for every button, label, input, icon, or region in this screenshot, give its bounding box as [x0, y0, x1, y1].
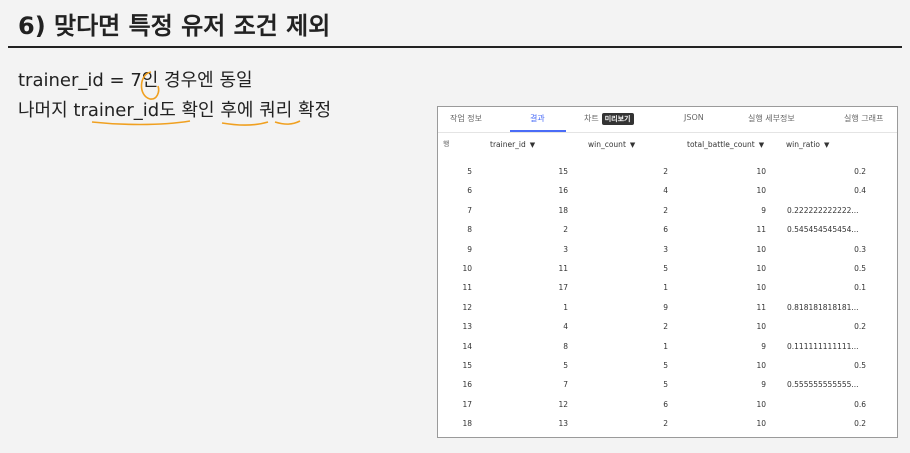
cell-total-battle-count: 10	[756, 244, 766, 254]
cell-win-ratio: 0.2	[854, 167, 866, 176]
tab-json[interactable]: JSON	[684, 113, 704, 122]
cell-total-battle-count: 11	[756, 302, 766, 312]
cell-total-battle-count: 9	[761, 380, 766, 390]
cell-trainer-id: 17	[558, 283, 568, 293]
cell-total-battle-count: 11	[756, 225, 766, 235]
cell-win-ratio: 0.545454545454...	[787, 225, 859, 235]
cell-row-number: 6	[467, 186, 472, 196]
column-label: win_ratio	[786, 140, 821, 149]
cell-win-ratio: 0.5	[854, 361, 866, 370]
cell-win-count: 3	[663, 244, 668, 254]
cell-win-ratio: 0.555555555555...	[787, 380, 859, 390]
tab-execution-graph[interactable]: 실행 그래프	[844, 114, 884, 123]
slide-title: 6) 맞다면 특정 유저 조건 제외	[18, 12, 331, 40]
column-header-total-battle-count[interactable]: total_battle_count ▼	[687, 140, 764, 149]
preview-badge: 미리보기	[601, 113, 634, 125]
cell-win-ratio: 0.5	[854, 264, 866, 273]
note-line-1: trainer_id = 7인 경우엔 동일	[18, 70, 253, 91]
cell-win-ratio: 0.2	[854, 322, 866, 332]
cell-win-ratio: 0.222222222222...	[787, 205, 859, 215]
cell-trainer-id: 4	[563, 322, 568, 332]
cell-total-battle-count: 10	[756, 322, 766, 332]
tab-results[interactable]: 결과	[530, 114, 545, 123]
column-label: total_battle_count	[687, 140, 755, 149]
cell-win-count: 9	[663, 302, 668, 312]
cell-win-ratio: 0.6	[854, 399, 866, 409]
cell-total-battle-count: 10	[756, 399, 766, 409]
tab-execution-details[interactable]: 실행 세부정보	[748, 114, 795, 123]
cell-win-ratio: 0.3	[854, 244, 866, 254]
cell-trainer-id: 2	[563, 225, 568, 235]
cell-win-count: 2	[663, 167, 668, 176]
cell-win-count: 2	[663, 205, 668, 215]
cell-trainer-id: 15	[558, 167, 568, 176]
column-header-win-count[interactable]: win_count ▼	[588, 140, 635, 149]
cell-trainer-id: 18	[558, 205, 568, 215]
cell-win-ratio: 0.1	[854, 283, 866, 293]
sort-caret-down-icon[interactable]: ▼	[824, 141, 830, 149]
cell-row-number: 13	[462, 322, 472, 332]
row-number-header: 행	[443, 140, 450, 148]
query-results-panel: 작업 정보 결과 차트 미리보기 JSON 실행 세부정보 실행 그래프 행 tr…	[437, 106, 898, 438]
cell-trainer-id: 3	[563, 244, 568, 254]
results-tab-bar: 작업 정보 결과 차트 미리보기 JSON 실행 세부정보 실행 그래프	[438, 107, 897, 133]
cell-trainer-id: 8	[563, 341, 568, 351]
cell-win-ratio: 0.818181818181...	[787, 302, 859, 312]
cell-row-number: 18	[462, 419, 472, 429]
cell-trainer-id: 12	[558, 399, 568, 409]
cell-win-count: 2	[663, 419, 668, 429]
cell-row-number: 5	[467, 167, 472, 176]
cell-total-battle-count: 10	[756, 283, 766, 293]
cell-win-ratio: 0.2	[854, 419, 866, 429]
tab-chart[interactable]: 차트 미리보기	[584, 113, 634, 125]
cell-win-ratio: 0.4	[854, 186, 866, 196]
active-tab-indicator	[510, 130, 566, 132]
tab-chart-label: 차트	[584, 114, 599, 123]
cell-win-count: 5	[663, 380, 668, 390]
cell-total-battle-count: 10	[756, 167, 766, 176]
cell-row-number: 11	[462, 283, 472, 293]
cell-win-ratio: 0.111111111111...	[787, 341, 859, 351]
note-line-2: 나머지 trainer_id도 확인 후에 쿼리 확정	[18, 100, 332, 121]
cell-row-number: 12	[462, 302, 472, 312]
sort-caret-down-icon[interactable]: ▼	[758, 141, 765, 149]
cell-win-count: 1	[663, 283, 668, 293]
cell-trainer-id: 7	[563, 380, 568, 390]
cell-trainer-id: 1	[563, 302, 568, 312]
cell-win-count: 2	[663, 322, 668, 332]
cell-trainer-id: 16	[558, 186, 568, 196]
column-header-win-ratio[interactable]: win_ratio ▼	[786, 140, 829, 149]
cell-trainer-id: 5	[563, 361, 568, 370]
tab-job-info[interactable]: 작업 정보	[450, 114, 482, 123]
underline-annotation-2	[221, 121, 269, 126]
cell-row-number: 17	[462, 399, 472, 409]
column-label: win_count	[588, 140, 626, 149]
cell-total-battle-count: 9	[761, 205, 766, 215]
cell-row-number: 10	[462, 264, 472, 273]
cell-row-number: 14	[462, 341, 472, 351]
cell-trainer-id: 11	[558, 264, 568, 273]
cell-win-count: 6	[663, 225, 668, 235]
cell-win-count: 5	[663, 264, 668, 273]
column-label: trainer_id	[490, 140, 526, 149]
cell-total-battle-count: 10	[756, 361, 766, 370]
cell-row-number: 9	[467, 244, 472, 254]
cell-row-number: 16	[462, 380, 472, 390]
column-header-trainer-id[interactable]: trainer_id ▼	[490, 140, 535, 149]
cell-win-count: 5	[663, 361, 668, 370]
cell-row-number: 7	[467, 205, 472, 215]
cell-total-battle-count: 10	[756, 264, 766, 273]
title-divider	[8, 46, 902, 48]
cell-row-number: 8	[467, 225, 472, 235]
cell-win-count: 4	[663, 186, 668, 196]
cell-row-number: 15	[462, 361, 472, 370]
cell-total-battle-count: 9	[761, 341, 766, 351]
cell-total-battle-count: 10	[756, 186, 766, 196]
cell-win-count: 1	[663, 341, 668, 351]
cell-trainer-id: 13	[558, 419, 568, 429]
cell-total-battle-count: 10	[756, 419, 766, 429]
cell-win-count: 6	[663, 399, 668, 409]
sort-caret-down-icon[interactable]: ▼	[529, 141, 536, 149]
sort-caret-down-icon[interactable]: ▼	[629, 141, 636, 149]
